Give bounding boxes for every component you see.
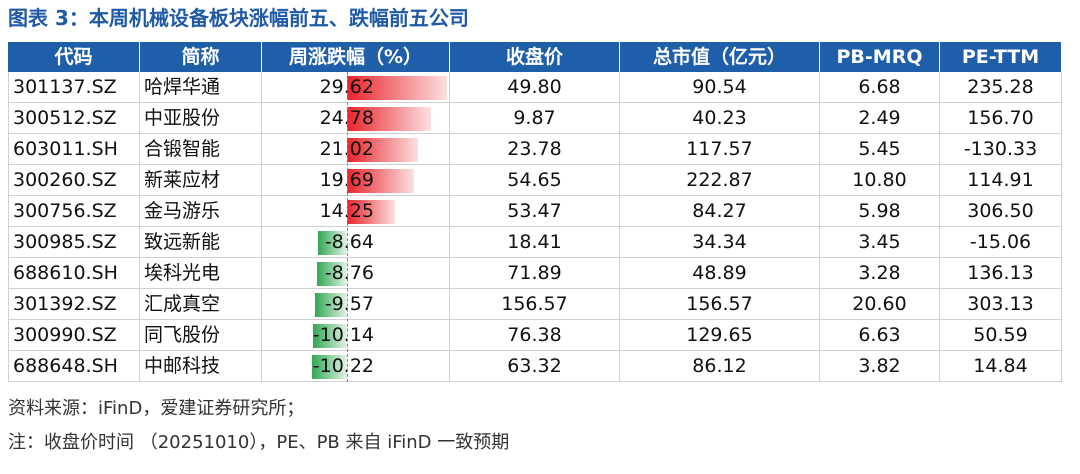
header-cell: 周涨跌幅（%） — [262, 42, 450, 72]
title: 图表 3：本周机械设备板块涨幅前五、跌幅前五公司 — [8, 6, 469, 30]
close-price-cell: 71.89 — [450, 258, 620, 289]
name-cell: 中邮科技 — [140, 351, 262, 382]
data-bar — [317, 231, 347, 255]
market-cap-cell: 40.23 — [620, 103, 820, 134]
weekly-change-cell: 14.25 — [262, 196, 450, 227]
weekly-change-cell: 29.62 — [262, 72, 450, 103]
data-bar — [312, 324, 347, 348]
pb-mrq-cell: 3.28 — [820, 258, 940, 289]
data-bar — [314, 293, 347, 317]
weekly-change-cell: -8.64 — [262, 227, 450, 258]
data-bar — [347, 138, 419, 162]
pe-ttm-cell: 306.50 — [940, 196, 1062, 227]
data-bar — [347, 107, 431, 131]
name-cell: 中亚股份 — [140, 103, 262, 134]
code-cell: 301137.SZ — [8, 72, 140, 103]
market-cap-cell: 34.34 — [620, 227, 820, 258]
weekly-change-cell: -9.57 — [262, 289, 450, 320]
market-cap-cell: 86.12 — [620, 351, 820, 382]
pb-mrq-cell: 10.80 — [820, 165, 940, 196]
market-cap-cell: 84.27 — [620, 196, 820, 227]
weekly-change-cell: 24.78 — [262, 103, 450, 134]
weekly-change-cell: 19.69 — [262, 165, 450, 196]
name-cell: 金马游乐 — [140, 196, 262, 227]
weekly-change-cell: -8.76 — [262, 258, 450, 289]
code-cell: 300260.SZ — [8, 165, 140, 196]
pe-ttm-cell: 50.59 — [940, 320, 1062, 351]
pe-ttm-cell: 14.84 — [940, 351, 1062, 382]
pe-ttm-cell: 235.28 — [940, 72, 1062, 103]
header-cell: PE-TTM — [940, 42, 1062, 72]
name-cell: 新莱应材 — [140, 165, 262, 196]
name-cell: 汇成真空 — [140, 289, 262, 320]
pe-ttm-cell: 114.91 — [940, 165, 1062, 196]
pb-mrq-cell: 6.68 — [820, 72, 940, 103]
pb-mrq-cell: 6.63 — [820, 320, 940, 351]
data-bar — [347, 200, 396, 224]
weekly-change-cell: -10.22 — [262, 351, 450, 382]
close-price-cell: 53.47 — [450, 196, 620, 227]
market-cap-cell: 117.57 — [620, 134, 820, 165]
code-cell: 300985.SZ — [8, 227, 140, 258]
close-price-cell: 49.80 — [450, 72, 620, 103]
market-cap-cell: 129.65 — [620, 320, 820, 351]
data-bar — [312, 355, 347, 379]
code-cell: 301392.SZ — [8, 289, 140, 320]
code-cell: 603011.SH — [8, 134, 140, 165]
close-price-cell: 63.32 — [450, 351, 620, 382]
weekly-change-cell: 21.02 — [262, 134, 450, 165]
bar-axis — [347, 72, 348, 382]
pe-ttm-cell: 303.13 — [940, 289, 1062, 320]
code-cell: 300512.SZ — [8, 103, 140, 134]
code-cell: 688610.SH — [8, 258, 140, 289]
market-cap-cell: 222.87 — [620, 165, 820, 196]
pe-ttm-cell: 156.70 — [940, 103, 1062, 134]
header-cell: 代码 — [8, 42, 140, 72]
name-cell: 埃科光电 — [140, 258, 262, 289]
header-cell: PB-MRQ — [820, 42, 940, 72]
close-price-cell: 76.38 — [450, 320, 620, 351]
data-bar — [347, 76, 448, 100]
source-note: 资料来源：iFinD，爱建证券研究所； — [8, 398, 305, 419]
pb-mrq-cell: 3.82 — [820, 351, 940, 382]
pe-ttm-cell: -130.33 — [940, 134, 1062, 165]
name-cell: 合锻智能 — [140, 134, 262, 165]
header-cell: 简称 — [140, 42, 262, 72]
pb-mrq-cell: 5.45 — [820, 134, 940, 165]
name-cell: 哈焊华通 — [140, 72, 262, 103]
data-bar — [317, 262, 347, 286]
market-cap-cell: 90.54 — [620, 72, 820, 103]
data-bar — [347, 169, 414, 193]
name-cell: 同飞股份 — [140, 320, 262, 351]
market-cap-cell: 156.57 — [620, 289, 820, 320]
code-cell: 300990.SZ — [8, 320, 140, 351]
close-price-cell: 23.78 — [450, 134, 620, 165]
close-price-cell: 18.41 — [450, 227, 620, 258]
market-cap-cell: 48.89 — [620, 258, 820, 289]
close-price-cell: 9.87 — [450, 103, 620, 134]
pb-mrq-cell: 3.45 — [820, 227, 940, 258]
name-cell: 致远新能 — [140, 227, 262, 258]
pb-mrq-cell: 20.60 — [820, 289, 940, 320]
code-cell: 300756.SZ — [8, 196, 140, 227]
code-cell: 688648.SH — [8, 351, 140, 382]
pe-ttm-cell: -15.06 — [940, 227, 1062, 258]
pe-ttm-cell: 136.13 — [940, 258, 1062, 289]
pb-mrq-cell: 2.49 — [820, 103, 940, 134]
weekly-change-cell: -10.14 — [262, 320, 450, 351]
note: 注：收盘价时间 （20251010），PE、PB 来自 iFinD 一致预期 — [8, 432, 510, 453]
close-price-cell: 156.57 — [450, 289, 620, 320]
pb-mrq-cell: 5.98 — [820, 196, 940, 227]
header-cell: 总市值（亿元） — [620, 42, 820, 72]
header-cell: 收盘价 — [450, 42, 620, 72]
close-price-cell: 54.65 — [450, 165, 620, 196]
